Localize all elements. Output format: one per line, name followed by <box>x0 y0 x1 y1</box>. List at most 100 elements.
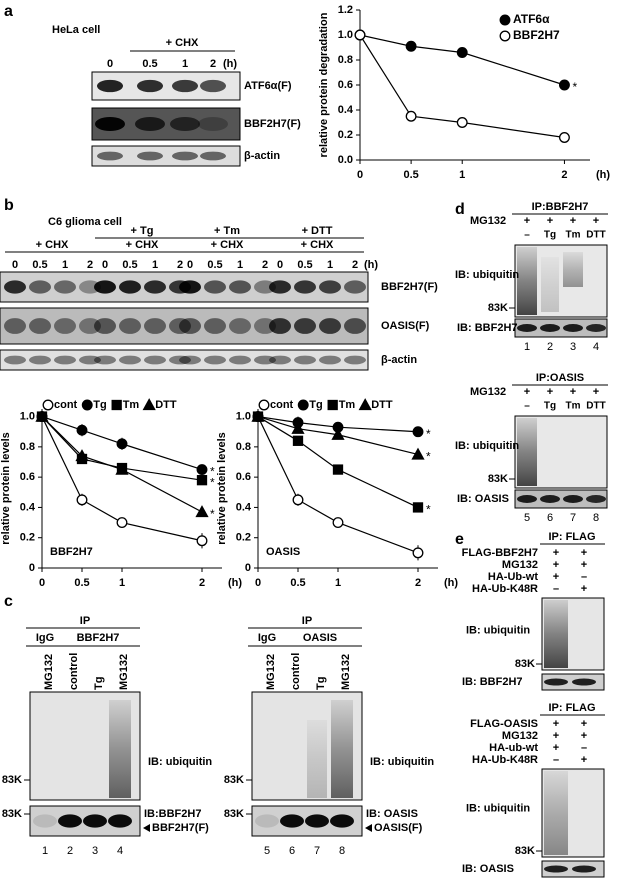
lane-label: Tm <box>566 401 581 412</box>
row-label: HA-Ub-K48R <box>472 754 538 766</box>
band <box>294 355 316 365</box>
marker <box>142 398 156 411</box>
ib-label: IB: ubiquitin <box>455 440 519 452</box>
treatment: + CHX <box>36 239 69 251</box>
band <box>544 865 568 873</box>
lane-number: 5 <box>264 845 270 857</box>
x-tick-label: 0.5 <box>403 169 418 181</box>
label: C6 glioma cell <box>48 216 122 228</box>
row-label: FLAG-BBF2H7 <box>462 547 538 559</box>
arrowhead <box>143 824 150 832</box>
lane-number: 3 <box>570 341 576 353</box>
marker <box>405 110 417 122</box>
lane-number: 7 <box>570 512 576 524</box>
sign: + <box>581 754 587 766</box>
sign: + <box>547 215 553 227</box>
sign: + <box>581 547 587 559</box>
band <box>172 79 198 93</box>
significance: * <box>426 450 431 464</box>
blot <box>514 489 608 509</box>
label: IP: FLAG <box>548 702 595 714</box>
series-line <box>359 34 565 139</box>
band <box>135 116 165 132</box>
lane-label: 0.5 <box>122 259 137 271</box>
marker <box>291 421 305 434</box>
lane-label: 1 <box>62 259 68 271</box>
lane-label: Tg <box>544 401 556 412</box>
lane-label: 0 <box>102 259 108 271</box>
lane-label: 1 <box>327 259 333 271</box>
treatment: + CHX <box>126 239 159 251</box>
band <box>144 355 166 365</box>
band <box>572 865 596 873</box>
sign: + <box>547 386 553 398</box>
y-tick-label: 1.0 <box>20 410 35 422</box>
smear <box>109 700 131 798</box>
band <box>586 495 606 503</box>
sign: + <box>581 559 587 571</box>
series-line <box>359 34 565 86</box>
row-label: BBF2H7(F) <box>381 281 438 293</box>
y-axis-label: relative protein levels <box>0 432 12 545</box>
band <box>4 280 26 294</box>
marker <box>405 40 417 52</box>
series-line <box>41 416 203 542</box>
label: + CHX <box>166 37 199 49</box>
y-tick-label: 1.0 <box>236 410 251 422</box>
lane-label: 2 <box>262 259 268 271</box>
y-tick-label: 0.8 <box>236 441 251 453</box>
y-tick-label: 0.6 <box>20 471 35 483</box>
band <box>144 318 166 334</box>
marker <box>332 517 344 529</box>
marker <box>258 399 270 411</box>
x-axis-label: (h) <box>444 577 458 589</box>
row-label: OASIS(F) <box>381 320 430 332</box>
band <box>200 79 226 93</box>
blot <box>514 318 608 338</box>
marker <box>456 47 468 58</box>
y-axis-label: relative protein levels <box>216 432 228 545</box>
lane-label: 0 <box>107 58 113 70</box>
band <box>198 116 228 132</box>
band <box>330 814 354 828</box>
legend-label: Tm <box>123 399 140 411</box>
row-label: ATF6α(F) <box>244 80 292 92</box>
lane-label: 1 <box>152 259 158 271</box>
legend-label: Tg <box>309 399 322 411</box>
band-label: BBF2H7(F) <box>152 822 209 834</box>
sign: + <box>593 215 599 227</box>
row-label: HA-Ub-K48R <box>472 583 538 595</box>
lane-label: Tg <box>544 230 556 241</box>
lane-label: 0 <box>277 259 283 271</box>
lane-label: 1 <box>237 259 243 271</box>
marker <box>499 14 511 26</box>
marker: 83K <box>224 774 244 786</box>
lane-number: 3 <box>92 845 98 857</box>
x-tick-label: 1 <box>335 577 341 589</box>
band <box>172 151 198 161</box>
band <box>137 79 163 93</box>
band <box>119 318 141 334</box>
sign: + <box>581 583 587 595</box>
sign: + <box>553 742 559 754</box>
y-tick-label: 0.8 <box>20 441 35 453</box>
band <box>540 495 560 503</box>
y-tick-label: 0.2 <box>20 532 35 544</box>
band <box>586 324 606 332</box>
marker <box>116 517 128 529</box>
marker: 83K <box>515 845 535 857</box>
marker: 83K <box>515 658 535 670</box>
ib-label: IB: ubiquitin <box>455 269 519 281</box>
legend-label: DTT <box>155 399 177 411</box>
arrowhead <box>365 824 372 832</box>
series-line <box>41 416 203 471</box>
lane-number: 6 <box>547 512 553 524</box>
band <box>280 814 304 828</box>
significance: * <box>426 503 431 517</box>
lane-label: DTT <box>586 230 605 241</box>
y-axis-label: relative protein degradation <box>318 12 330 157</box>
ib-label: IB: BBF2H7 <box>462 676 523 688</box>
marker: 83K <box>2 808 22 820</box>
significance: * <box>210 475 215 489</box>
